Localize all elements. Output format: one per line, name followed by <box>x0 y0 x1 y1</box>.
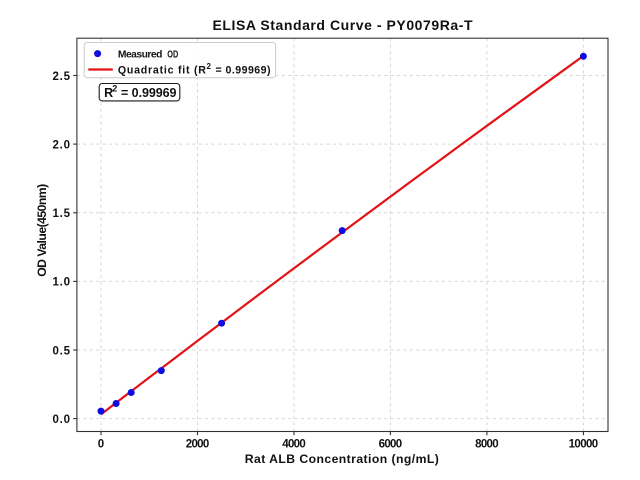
svg-text:OD Value(450nm): OD Value(450nm) <box>35 184 49 277</box>
svg-text:OD: OD <box>167 50 178 61</box>
svg-text:1.5: 1.5 <box>53 208 71 220</box>
svg-text:R: R <box>104 86 113 100</box>
svg-text:0.0: 0.0 <box>53 414 71 426</box>
svg-text:2.0: 2.0 <box>53 139 71 151</box>
svg-text:2: 2 <box>207 62 212 71</box>
svg-text:10000: 10000 <box>569 439 599 451</box>
svg-text:= 0.99969): = 0.99969) <box>216 64 271 76</box>
svg-text:Quadratic fit (R: Quadratic fit (R <box>118 64 206 76</box>
svg-text:ELISA Standard Curve - PY0079R: ELISA Standard Curve - PY0079Ra-T <box>213 17 473 33</box>
svg-text:0: 0 <box>98 439 104 451</box>
svg-text:8000: 8000 <box>475 439 499 451</box>
svg-text:4000: 4000 <box>282 439 306 451</box>
svg-text:2000: 2000 <box>186 439 210 451</box>
svg-text:Measured: Measured <box>118 50 162 61</box>
svg-text:0.5: 0.5 <box>53 345 71 357</box>
svg-text:6000: 6000 <box>379 439 403 451</box>
svg-text:Rat ALB Concentration (ng/mL): Rat ALB Concentration (ng/mL) <box>245 452 439 466</box>
svg-text:2: 2 <box>112 84 117 94</box>
svg-text:2.5: 2.5 <box>53 71 71 83</box>
svg-text:= 0.99969: = 0.99969 <box>121 86 177 100</box>
svg-text:1.0: 1.0 <box>53 277 71 289</box>
